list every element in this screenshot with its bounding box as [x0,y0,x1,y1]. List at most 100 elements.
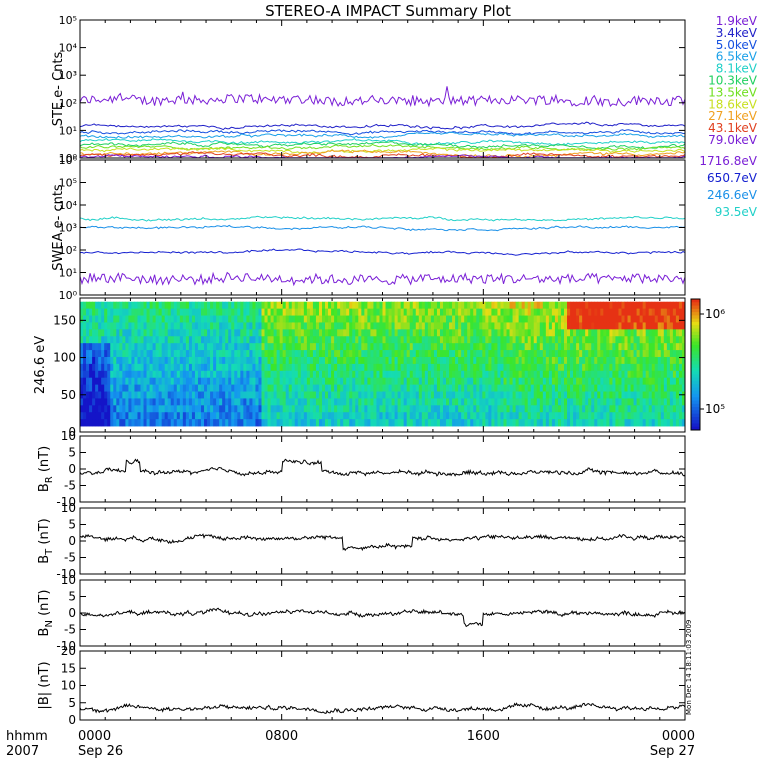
heatmap-cell [246,356,250,365]
heatmap-cell [509,350,513,358]
ste-series-line [79,129,686,136]
legend-entry: 1716.8eV [699,154,757,168]
colorbar-segment [691,413,700,418]
heatmap-cell [612,398,616,406]
colorbar-segment [691,344,700,349]
heatmap-cell [545,419,550,427]
bmag-ytick-label: 5 [68,696,76,710]
heatmap-cell [340,384,344,392]
heatmap-cell [654,412,659,420]
heatmap-cell [621,370,625,379]
heatmap-cell [376,363,380,372]
heatmap-cell [576,398,580,406]
heatmap-cell [225,377,229,386]
heatmap-cell [261,356,265,365]
heatmap-cell [582,315,586,323]
heatmap-cell [654,384,659,392]
heatmap-cell [609,336,613,344]
heatmap-cell [282,412,287,420]
heatmap-cell [191,405,196,413]
heatmap-cell [346,343,350,351]
heatmap-cell [288,419,293,427]
heatmap-cell [361,412,365,420]
heatmap-cell [149,356,153,365]
heatmap-cell [282,405,287,413]
heatmap-cell [527,329,532,337]
heatmap-cell [433,343,438,351]
heatmap-cell [642,377,647,386]
heatmap-cell [458,350,462,358]
heatmap-cell [539,363,544,372]
heatmap-cell [509,391,513,399]
heatmap-cell [406,350,411,358]
heatmap-cell [98,356,102,365]
heatmap-cell [86,405,90,413]
heatmap-cell [276,363,281,372]
heatmap-cell [639,370,644,379]
heatmap-cell [509,308,513,316]
heatmap-cell [557,412,562,420]
heatmap-cell [418,322,423,330]
heatmap-cell [173,343,178,351]
heatmap-cell [89,377,93,386]
heatmap-cell [482,308,486,316]
heatmap-cell [675,384,680,392]
heatmap-cell [243,391,247,399]
legend-entry: 6.5keV [716,50,758,64]
heatmap-cell [210,419,214,427]
heatmap-cell [294,350,299,358]
heatmap-cell [582,419,586,427]
heatmap-cell [370,308,374,316]
heatmap-cell [80,384,84,392]
heatmap-cell [322,363,326,372]
heatmap-cell [297,370,302,379]
heatmap-cell [424,329,429,337]
heatmap-cell [512,363,516,372]
heatmap-cell [228,405,232,413]
heatmap-cell [297,329,302,337]
heatmap-cell [615,419,619,427]
heatmap-cell [527,419,532,427]
heatmap-cell [349,398,353,406]
heatmap-cell [576,405,580,413]
heatmap-cell [606,370,610,379]
heatmap-cell [385,370,389,379]
heatmap-cell [642,419,647,427]
heatmap-cell [491,370,495,379]
heatmap-cell [394,336,399,344]
heatmap-cell [579,398,583,406]
heatmap-cell [443,419,447,427]
heatmap-cell [636,370,641,379]
ste-ytick-label: 10⁴ [59,42,78,55]
heatmap-cell [234,363,238,372]
heatmap-cell [204,343,208,351]
heatmap-cell [515,405,520,413]
heatmap-cell [576,377,580,386]
heatmap-cell [300,384,305,392]
heatmap-cell [110,315,114,323]
heatmap-cell [397,350,402,358]
heatmap-cell [285,363,290,372]
heatmap-cell [521,363,526,372]
heatmap-cell [306,370,311,379]
heatmap-cell [482,322,486,330]
heatmap-cell [497,322,501,330]
heatmap-cell [436,384,441,392]
heatmap-cell [122,398,126,406]
heatmap-cell [225,350,229,358]
heatmap-cell [612,350,616,358]
heatmap-cell [231,336,235,344]
heatmap-cell [285,322,290,330]
heatmap-cell [225,419,229,427]
heatmap-cell [672,322,677,330]
heatmap-cell [542,384,547,392]
heatmap-cell [322,356,326,365]
heatmap-cell [92,322,96,330]
heatmap-cell [83,405,87,413]
heatmap-cell [252,329,256,337]
heatmap-cell [291,315,296,323]
heatmap-cell [530,405,535,413]
heatmap-cell [125,412,129,420]
heatmap-cell [382,315,386,323]
heatmap-cell [388,329,392,337]
